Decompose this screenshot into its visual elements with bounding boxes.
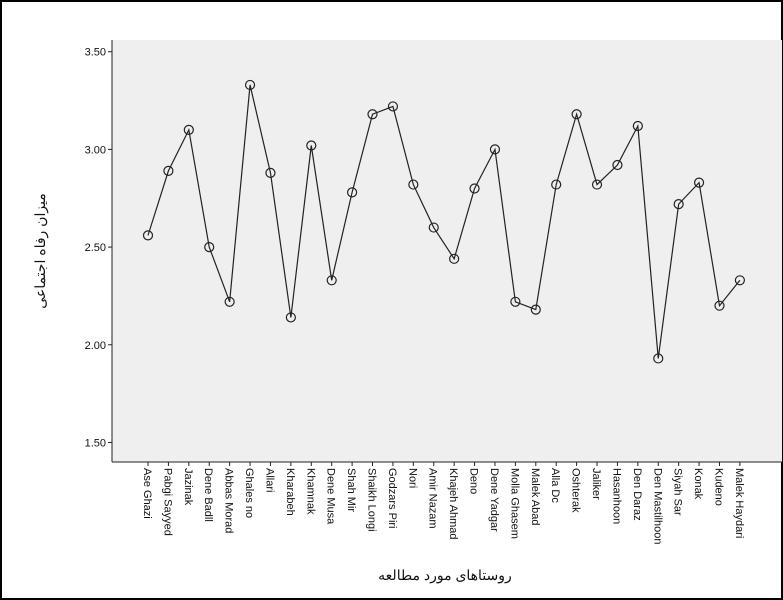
x-tick-label: Deno [468,468,480,494]
x-tick-label: Khajeh Ahmad [447,468,459,540]
x-tick-label: Hasanhoon [610,468,622,524]
x-tick-label: Den Daraz [631,468,643,521]
x-tick-label: Malek Abad [529,468,541,525]
x-tick-label: Siyah Sar [672,468,684,516]
y-tick-label: 2.50 [85,242,106,254]
x-tick-label: Pabgi Sayyed [161,468,173,536]
x-tick-label: Dene Musa [325,468,337,525]
x-tick-label: Ghales no [243,468,255,518]
x-tick-label: Jaliker [590,468,602,500]
x-tick-label: Oshterak [570,468,582,513]
x-tick-label: Allari [263,468,275,492]
y-tick-label: 2.00 [85,340,106,352]
x-tick-label: Shah Mir [345,468,357,512]
x-tick-label: Kudeno [712,468,724,506]
y-tick-label: 1.50 [85,437,106,449]
x-tick-label: Alla Dc [549,468,561,503]
y-tick-label: 3.50 [85,47,106,59]
x-tick-label: Godzars Piri [386,468,398,529]
x-tick-label: Ase Ghazi [141,468,153,519]
x-tick-label: Jazinak [182,468,194,506]
x-tick-label: Kharabeh [284,468,296,516]
x-tick-label: Dene Yadgar [488,468,500,532]
x-tick-label: Konak [692,468,704,500]
x-tick-label: Shaikh Longi [366,468,378,532]
x-tick-label: Malek Haydari [733,468,745,538]
x-tick-label: Nori [406,468,418,488]
x-tick-label: Abbas Morad [223,468,235,533]
x-tick-label: Khamnak [304,468,316,515]
y-tick-label: 3.00 [85,144,106,156]
x-tick-label: Molla Ghasem [508,468,520,539]
x-axis-title: روستاهای مورد مطالعه [378,567,512,584]
x-tick-label: Dene Badll [202,468,214,522]
chart: میزان رفاه اجتماعی روستاهای مورد مطالعه … [0,0,783,600]
x-tick-label: Den Mastilhoon [651,468,663,544]
y-axis-title: میزان رفاه اجتماعی [32,193,49,309]
x-tick-label: Amir Nazam [427,468,439,529]
